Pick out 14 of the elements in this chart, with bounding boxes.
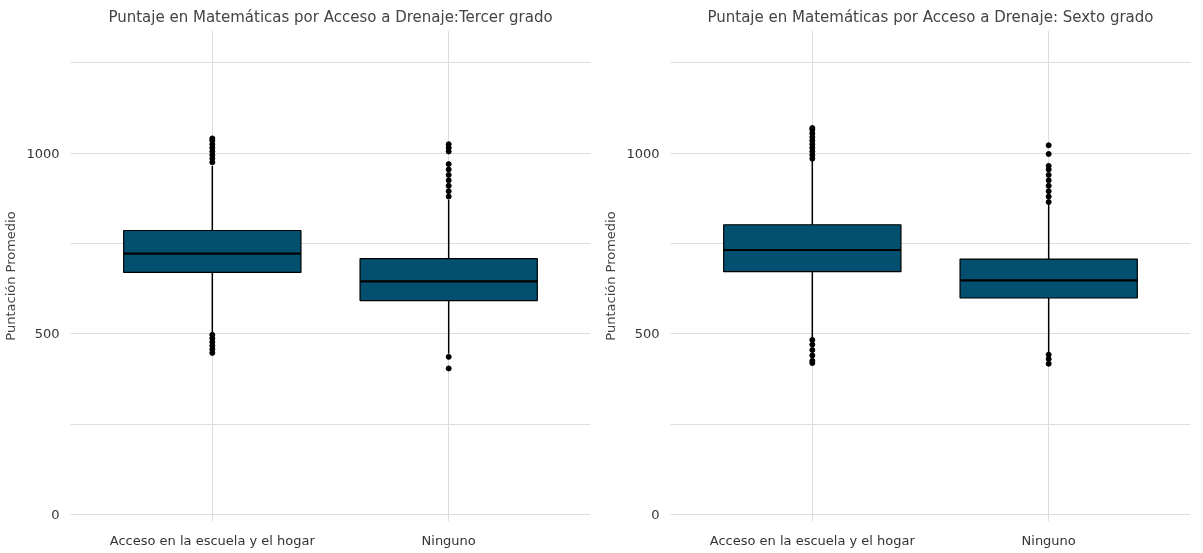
y-tick-label: 0: [651, 506, 660, 522]
y-tick-label: 500: [634, 326, 660, 342]
y-tick-label: 1000: [26, 145, 60, 161]
chart-title: Puntaje en Matemáticas por Acceso a Drenaje:Tercer grado: [108, 7, 553, 26]
y-tick-label: 0: [51, 506, 60, 522]
y-axis-title: Puntación Promedio: [603, 211, 619, 341]
x-tick-label: Acceso en la escuela y el hogar: [709, 532, 916, 548]
y-tick-label: 500: [34, 326, 60, 342]
chart-title: Puntaje en Matemáticas por Acceso a Drenaje: Sexto grado: [707, 7, 1154, 26]
y-axis-title: Puntación Promedio: [3, 211, 19, 341]
x-tick-label: Acceso en la escuela y el hogar: [109, 532, 316, 548]
y-tick-label: 1000: [626, 145, 660, 161]
x-tick-label: Ninguno: [421, 532, 476, 548]
x-tick-label: Ninguno: [1021, 532, 1076, 548]
